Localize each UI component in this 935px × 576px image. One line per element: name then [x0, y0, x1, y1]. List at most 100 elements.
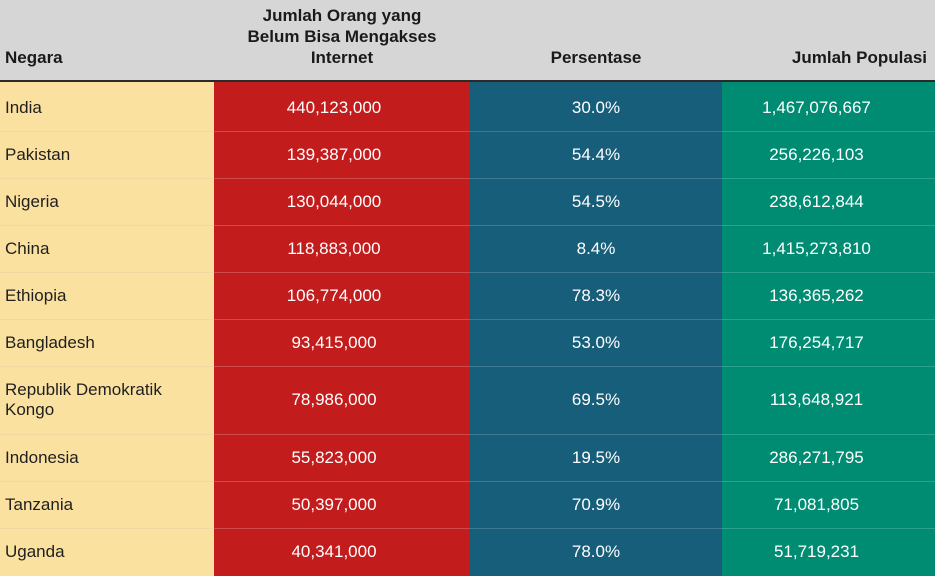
row-divider-segment — [722, 434, 935, 435]
row-divider-segment — [722, 319, 935, 320]
row-divider-segment — [214, 481, 470, 482]
country-cell: Bangladesh — [5, 332, 95, 352]
offline-cell: 106,774,000 — [286, 285, 382, 305]
row-divider-segment — [214, 131, 470, 132]
row-divider-segment — [722, 131, 935, 132]
population-column — [722, 82, 935, 576]
row-divider-segment — [470, 434, 722, 435]
row-divider — [0, 225, 935, 226]
population-cell: 238,612,844 — [769, 191, 864, 211]
row-divider-segment — [470, 225, 722, 226]
percentage-cell: 54.4% — [571, 144, 621, 164]
table-row: Ethiopia 106,774,000 78.3% 136,365,262 — [0, 272, 935, 319]
row-divider — [0, 178, 935, 179]
table-row: Indonesia 55,823,000 19.5% 286,271,795 — [0, 434, 935, 481]
country-cell: Nigeria — [5, 191, 59, 211]
row-divider-segment — [214, 528, 470, 529]
row-divider-segment — [0, 272, 214, 273]
row-divider-segment — [722, 178, 935, 179]
header-offline-line1: Jumlah Orang yang — [262, 6, 422, 25]
table-row: Nigeria 130,044,000 54.5% 238,612,844 — [0, 178, 935, 225]
percentage-column — [470, 82, 722, 576]
row-divider-segment — [722, 528, 935, 529]
row-divider — [0, 481, 935, 482]
row-divider-segment — [214, 434, 470, 435]
row-divider-segment — [470, 481, 722, 482]
table-row: Pakistan 139,387,000 54.4% 256,226,103 — [0, 131, 935, 178]
header-country: Negara — [5, 48, 63, 67]
row-divider-segment — [0, 528, 214, 529]
percentage-cell: 53.0% — [571, 332, 621, 352]
offline-column — [214, 82, 470, 576]
table-row: Bangladesh 93,415,000 53.0% 176,254,717 — [0, 319, 935, 366]
row-divider-segment — [0, 481, 214, 482]
country-cell: China — [5, 238, 50, 258]
population-cell: 286,271,795 — [769, 447, 864, 467]
row-divider-segment — [0, 434, 214, 435]
table-row: Republik Demokratik Kongo 78,986,000 69.5%… — [0, 366, 935, 434]
country-cell: Republik Demokratik Kongo — [5, 380, 162, 419]
country-cell: Pakistan — [5, 144, 71, 164]
offline-cell: 78,986,000 — [291, 390, 377, 409]
row-divider-segment — [470, 131, 722, 132]
row-divider-segment — [0, 366, 214, 367]
row-divider-segment — [722, 225, 935, 226]
row-divider — [0, 528, 935, 529]
country-cell: Uganda — [5, 541, 65, 561]
row-divider-segment — [214, 225, 470, 226]
percentage-cell: 30.0% — [571, 97, 621, 117]
percentage-cell: 70.9% — [571, 494, 621, 514]
row-divider-segment — [0, 131, 214, 132]
population-cell: 256,226,103 — [769, 144, 864, 164]
country-cell: Indonesia — [5, 447, 79, 467]
offline-cell: 93,415,000 — [291, 332, 377, 352]
percentage-cell: 19.5% — [571, 447, 621, 467]
offline-cell: 55,823,000 — [291, 447, 377, 467]
offline-cell: 130,044,000 — [286, 191, 382, 211]
header-percentage: Persentase — [550, 48, 642, 67]
header-population: Jumlah Populasi — [791, 48, 927, 67]
row-divider-segment — [470, 178, 722, 179]
row-divider-segment — [214, 366, 470, 367]
row-divider-segment — [470, 366, 722, 367]
row-divider-segment — [214, 272, 470, 273]
row-divider-segment — [722, 481, 935, 482]
row-divider-segment — [470, 528, 722, 529]
row-divider-segment — [722, 272, 935, 273]
table-row: Tanzania 50,397,000 70.9% 71,081,805 — [0, 481, 935, 528]
offline-cell: 40,341,000 — [291, 541, 377, 561]
table-row: China 118,883,000 8.4% 1,415,273,810 — [0, 225, 935, 272]
country-cell: Ethiopia — [5, 285, 67, 305]
country-cell: India — [5, 97, 42, 117]
row-divider-segment — [0, 319, 214, 320]
row-divider — [0, 272, 935, 273]
row-divider-segment — [0, 225, 214, 226]
offline-cell: 118,883,000 — [287, 238, 381, 258]
row-divider-segment — [214, 178, 470, 179]
percentage-cell: 78.0% — [571, 541, 621, 561]
row-divider — [0, 434, 935, 435]
table-row: India 440,123,000 30.0% 1,467,076,667 — [0, 84, 935, 131]
population-cell: 71,081,805 — [773, 494, 860, 514]
offline-cell: 50,397,000 — [291, 494, 377, 514]
row-divider-segment — [0, 178, 214, 179]
row-divider — [0, 366, 935, 367]
country-column — [0, 82, 214, 576]
offline-cell: 440,123,000 — [286, 97, 382, 117]
offline-cell: 139,387,000 — [286, 144, 382, 164]
row-divider — [0, 131, 935, 132]
row-divider — [0, 319, 935, 320]
population-cell: 1,415,273,810 — [762, 238, 871, 258]
population-cell: 51,719,231 — [773, 541, 860, 561]
population-cell: 176,254,717 — [769, 332, 864, 352]
row-divider-segment — [470, 272, 722, 273]
row-divider-segment — [722, 366, 935, 367]
header-offline-line2: Belum Bisa Mengakses — [247, 27, 437, 46]
header-offline-line3: Internet — [310, 48, 374, 67]
population-cell: 136,365,262 — [769, 285, 864, 305]
header-offline-people: Jumlah Orang yang Belum Bisa Mengakses I… — [214, 5, 470, 68]
percentage-cell: 54.5% — [571, 191, 621, 211]
country-cell: Tanzania — [5, 494, 74, 514]
row-divider-segment — [214, 319, 470, 320]
population-cell: 113,648,921 — [769, 390, 864, 409]
